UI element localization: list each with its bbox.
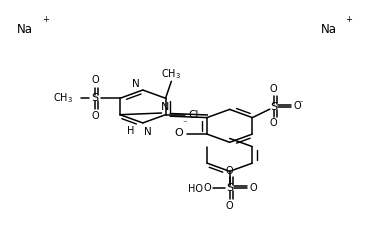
Text: N: N — [132, 79, 140, 89]
Text: Na: Na — [17, 23, 33, 36]
Text: Cl: Cl — [188, 110, 198, 120]
Text: H: H — [127, 126, 134, 136]
Text: O: O — [174, 128, 183, 138]
Text: O: O — [250, 183, 257, 193]
Text: N: N — [144, 127, 152, 136]
Text: O: O — [203, 183, 211, 193]
Text: S: S — [226, 183, 233, 193]
Text: HO: HO — [188, 184, 203, 194]
Text: O: O — [91, 75, 99, 85]
Text: ⁻: ⁻ — [183, 120, 187, 129]
Text: O: O — [226, 201, 234, 211]
Text: S: S — [91, 93, 98, 103]
Text: O: O — [270, 118, 278, 128]
Text: O: O — [270, 84, 278, 94]
Text: N: N — [161, 102, 169, 112]
Text: +: + — [42, 15, 49, 24]
Text: O: O — [91, 111, 99, 121]
Text: CH$_3$: CH$_3$ — [53, 91, 73, 105]
Text: CH$_3$: CH$_3$ — [161, 67, 181, 81]
Text: ⁻: ⁻ — [299, 99, 303, 108]
Text: O: O — [294, 101, 301, 111]
Text: O: O — [226, 166, 234, 176]
Text: S: S — [270, 102, 277, 112]
Text: +: + — [345, 15, 352, 24]
Text: Na: Na — [320, 23, 336, 36]
